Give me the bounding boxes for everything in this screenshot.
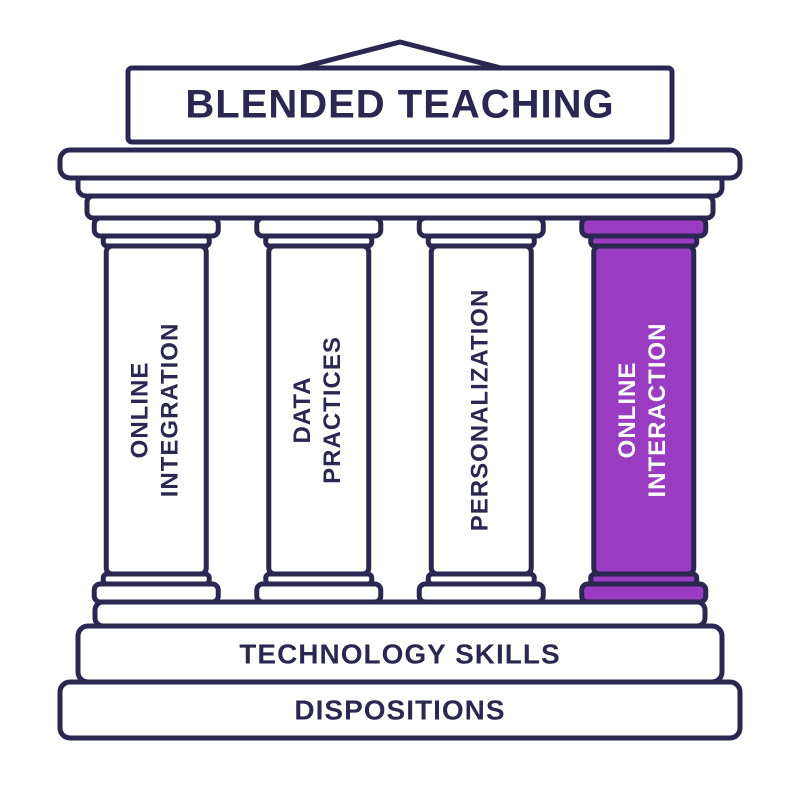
pillar-plinth bbox=[95, 602, 705, 626]
svg-text:DISPOSITIONS: DISPOSITIONS bbox=[294, 694, 505, 725]
svg-text:INTEGRATION: INTEGRATION bbox=[157, 323, 184, 498]
svg-text:TECHNOLOGY SKILLS: TECHNOLOGY SKILLS bbox=[239, 638, 560, 669]
svg-text:INTERACTION: INTERACTION bbox=[644, 323, 671, 498]
base-step-technology-skills: TECHNOLOGY SKILLS bbox=[78, 626, 722, 682]
svg-text:DATA: DATA bbox=[289, 376, 316, 443]
svg-text:PERSONALIZATION: PERSONALIZATION bbox=[467, 289, 494, 532]
pillar-3: ONLINEINTERACTION bbox=[582, 218, 706, 602]
svg-text:BLENDED TEACHING: BLENDED TEACHING bbox=[185, 83, 614, 127]
pillar-2: PERSONALIZATION bbox=[419, 218, 543, 602]
svg-text:ONLINE: ONLINE bbox=[614, 362, 641, 459]
pillar-1: DATAPRACTICES bbox=[257, 218, 381, 602]
svg-text:PRACTICES: PRACTICES bbox=[319, 336, 346, 484]
pillar-label-2: PERSONALIZATION bbox=[467, 289, 494, 532]
base-step-dispositions: DISPOSITIONS bbox=[60, 682, 740, 738]
pillar-0: ONLINEINTEGRATION bbox=[94, 218, 218, 602]
svg-text:ONLINE: ONLINE bbox=[127, 362, 154, 459]
title-box: BLENDED TEACHING bbox=[128, 68, 672, 142]
